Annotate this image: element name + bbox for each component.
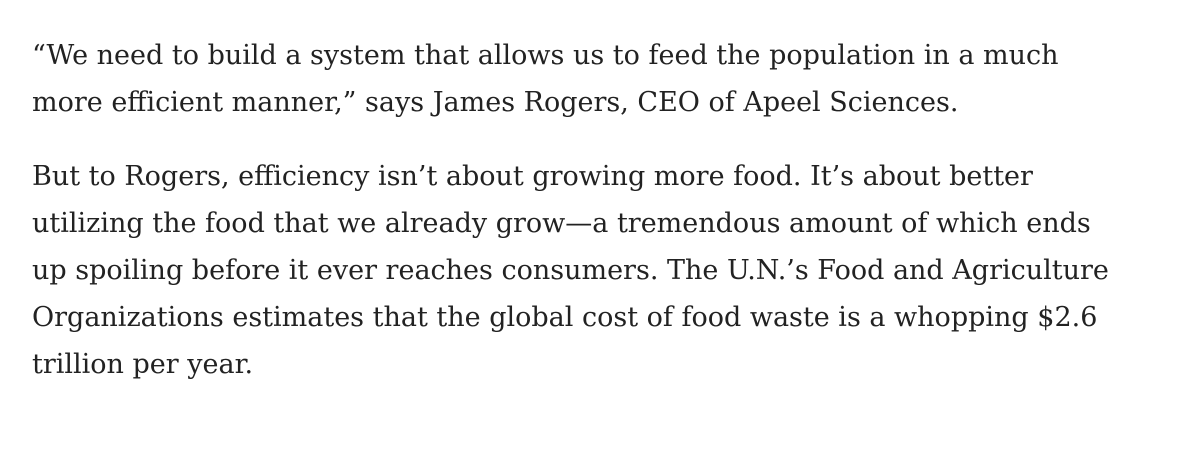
paragraph-line: up spoiling before it ever reaches consu… [32,255,1109,286]
paragraph-food-waste: But to Rogers, efficiency isn’t about gr… [32,153,1182,388]
paragraph-line: But to Rogers, efficiency isn’t about gr… [32,161,1033,192]
paragraph-line: trillion per year. [32,349,254,380]
article-body: “We need to build a system that allows u… [32,32,1182,388]
paragraph-line: “We need to build a system that allows u… [32,40,1059,71]
paragraph-quote: “We need to build a system that allows u… [32,32,1182,126]
paragraph-line: more efficient manner,” says James Roger… [32,87,959,118]
paragraph-line: utilizing the food that we already grow—… [32,208,1091,239]
paragraph-line: Organizations estimates that the global … [32,302,1098,333]
paragraph-spacer [32,126,1182,153]
